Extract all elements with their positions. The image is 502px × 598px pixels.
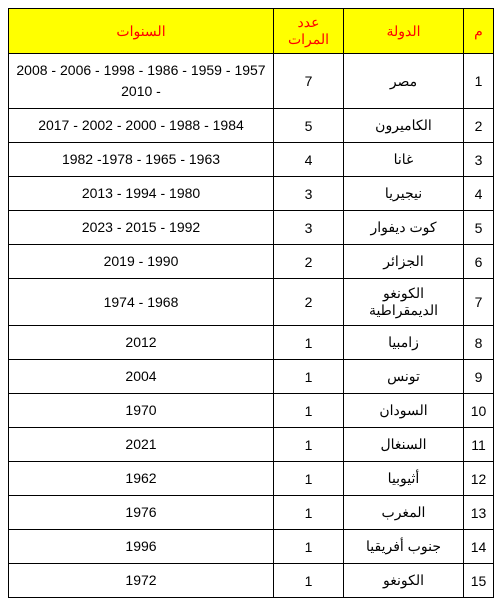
table-row: 3غانا41963 - 1965 - 1978- 1982 [9,143,494,177]
cell-count: 2 [274,245,344,279]
table-row: 8زامبيا12012 [9,326,494,360]
cell-num: 5 [464,211,494,245]
cell-country: الكاميرون [344,109,464,143]
cell-num: 10 [464,394,494,428]
table-row: 10السودان11970 [9,394,494,428]
cell-num: 1 [464,54,494,109]
cell-count: 1 [274,326,344,360]
cell-num: 3 [464,143,494,177]
cell-count: 3 [274,211,344,245]
cell-country: الكونغو [344,564,464,598]
header-count: عدد المرات [274,9,344,54]
cell-count: 1 [274,462,344,496]
cell-num: 6 [464,245,494,279]
cell-num: 13 [464,496,494,530]
cell-country: السنغال [344,428,464,462]
cell-years: 2021 [9,428,274,462]
table-row: 5كوت ديفوار31992 - 2015 - 2023 [9,211,494,245]
cell-count: 1 [274,496,344,530]
cell-count: 4 [274,143,344,177]
cell-years: 1992 - 2015 - 2023 [9,211,274,245]
cell-num: 4 [464,177,494,211]
afcon-winners-table: م الدولة عدد المرات السنوات 1مصر71957 - … [8,8,494,598]
cell-num: 15 [464,564,494,598]
cell-count: 1 [274,360,344,394]
cell-num: 12 [464,462,494,496]
header-row: م الدولة عدد المرات السنوات [9,9,494,54]
cell-count: 1 [274,428,344,462]
cell-country: كوت ديفوار [344,211,464,245]
cell-num: 8 [464,326,494,360]
cell-country: السودان [344,394,464,428]
cell-country: تونس [344,360,464,394]
cell-years: 1957 - 1959 - 1986 - 1998 - 2006 - 2008 … [9,54,274,109]
cell-years: 1984 - 1988 - 2000 - 2002 - 2017 [9,109,274,143]
cell-country: غانا [344,143,464,177]
cell-years: 1963 - 1965 - 1978- 1982 [9,143,274,177]
cell-num: 14 [464,530,494,564]
cell-years: 1970 [9,394,274,428]
table-row: 14جنوب أفريقيا11996 [9,530,494,564]
cell-count: 2 [274,279,344,326]
cell-country: جنوب أفريقيا [344,530,464,564]
cell-years: 1968 - 1974 [9,279,274,326]
header-num: م [464,9,494,54]
cell-num: 9 [464,360,494,394]
table-row: 2الكاميرون51984 - 1988 - 2000 - 2002 - 2… [9,109,494,143]
cell-num: 11 [464,428,494,462]
table-row: 13المغرب11976 [9,496,494,530]
cell-count: 1 [274,564,344,598]
header-country: الدولة [344,9,464,54]
table-row: 7الكونغو الديمقراطية21968 - 1974 [9,279,494,326]
cell-country: الكونغو الديمقراطية [344,279,464,326]
table-row: 4نيجيريا31980 - 1994 - 2013 [9,177,494,211]
cell-years: 1990 - 2019 [9,245,274,279]
table-row: 12أثيوبيا11962 [9,462,494,496]
cell-count: 3 [274,177,344,211]
table-row: 9تونس12004 [9,360,494,394]
cell-num: 7 [464,279,494,326]
table-row: 6الجزائر21990 - 2019 [9,245,494,279]
cell-years: 2004 [9,360,274,394]
cell-years: 1976 [9,496,274,530]
cell-years: 2012 [9,326,274,360]
cell-count: 1 [274,394,344,428]
cell-num: 2 [464,109,494,143]
cell-country: أثيوبيا [344,462,464,496]
cell-years: 1996 [9,530,274,564]
cell-country: الجزائر [344,245,464,279]
cell-country: المغرب [344,496,464,530]
cell-count: 5 [274,109,344,143]
table-body: 1مصر71957 - 1959 - 1986 - 1998 - 2006 - … [9,54,494,598]
cell-count: 1 [274,530,344,564]
cell-country: زامبيا [344,326,464,360]
cell-years: 1972 [9,564,274,598]
table-row: 11السنغال12021 [9,428,494,462]
cell-years: 1980 - 1994 - 2013 [9,177,274,211]
cell-country: نيجيريا [344,177,464,211]
table-row: 15الكونغو11972 [9,564,494,598]
cell-years: 1962 [9,462,274,496]
cell-count: 7 [274,54,344,109]
header-years: السنوات [9,9,274,54]
cell-country: مصر [344,54,464,109]
table-row: 1مصر71957 - 1959 - 1986 - 1998 - 2006 - … [9,54,494,109]
